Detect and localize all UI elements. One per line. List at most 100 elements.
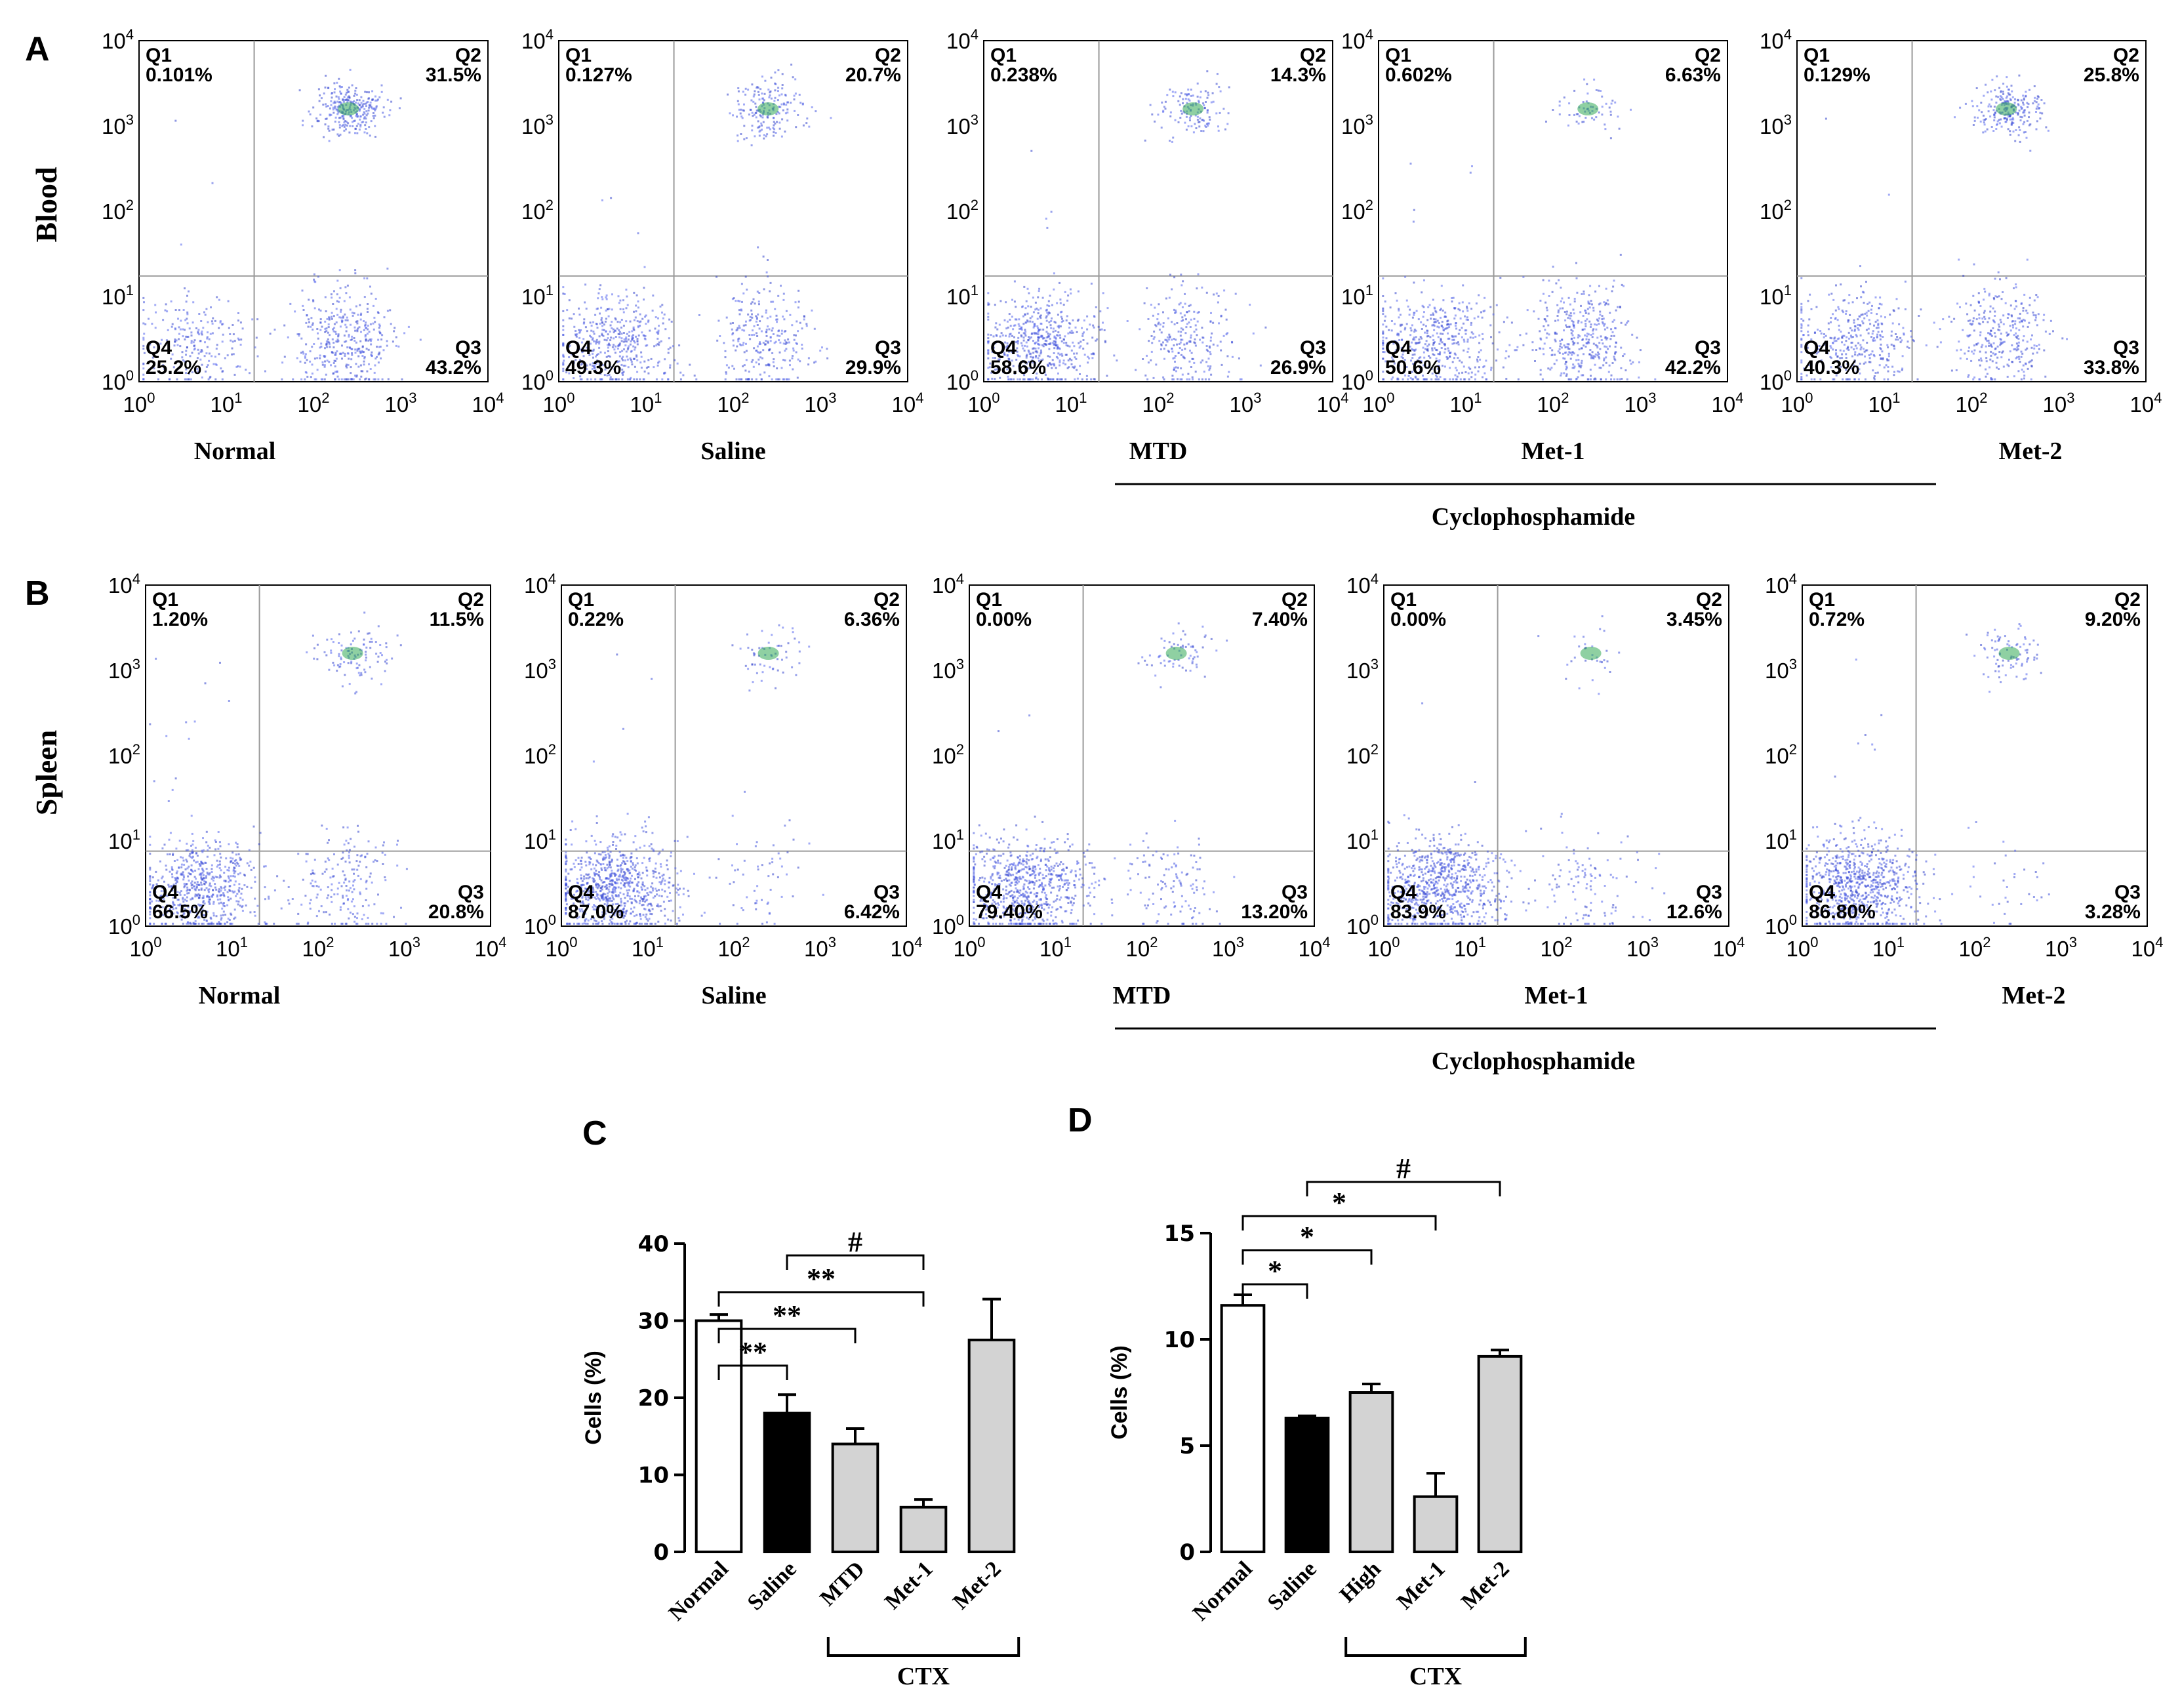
bar-met-1 bbox=[1413, 1495, 1459, 1554]
x-tick-label: 101 bbox=[1040, 934, 1072, 961]
quadrant-name-q4: Q4 bbox=[568, 882, 594, 903]
x-tick-label: 101 bbox=[1868, 390, 1901, 417]
y-tick-label: 5 bbox=[1179, 1433, 1195, 1459]
y-tick-label: 102 bbox=[1346, 741, 1379, 768]
significance-label: * bbox=[1332, 1187, 1346, 1219]
ctx-bracket bbox=[826, 1637, 1020, 1657]
panel-letter-d: D bbox=[1068, 1101, 1093, 1139]
significance-bracket: * bbox=[1241, 1221, 1373, 1265]
flow-density-core bbox=[1577, 102, 1599, 115]
y-tick-label: 102 bbox=[1765, 741, 1797, 768]
quadrant-name-q4: Q4 bbox=[152, 882, 178, 903]
quadrant-percent-q2: 6.36% bbox=[844, 609, 900, 630]
y-tick-label: 103 bbox=[521, 112, 554, 138]
flow-plot-name: Met-2 bbox=[2002, 982, 2065, 1009]
row-label-spleen: Spleen bbox=[30, 730, 63, 815]
quadrant-percent-q1: 0.602% bbox=[1385, 64, 1452, 86]
quadrant-name-q2: Q2 bbox=[1696, 589, 1722, 611]
quadrant-percent-q4: 79.40% bbox=[976, 901, 1043, 923]
category-label-saline: Saline bbox=[743, 1556, 801, 1615]
category-label-met-1: Met-1 bbox=[880, 1556, 938, 1614]
significance-bracket: * bbox=[1241, 1187, 1437, 1230]
quadrant-percent-q2: 25.8% bbox=[2084, 64, 2139, 86]
flow-events bbox=[562, 64, 832, 380]
x-tick-label: 100 bbox=[123, 390, 155, 417]
quadrant-percent-q1: 0.00% bbox=[976, 609, 1032, 630]
flow-events bbox=[987, 70, 1267, 380]
x-tick-label: 104 bbox=[475, 934, 507, 961]
significance-bracket: # bbox=[1306, 1152, 1501, 1196]
y-tick-label: 101 bbox=[108, 826, 140, 853]
x-tick-label: 102 bbox=[718, 934, 750, 961]
quadrant-name-q3: Q3 bbox=[1695, 337, 1721, 359]
flow-events bbox=[565, 624, 824, 925]
quadrant-percent-q4: 25.2% bbox=[146, 357, 201, 378]
flow-events bbox=[973, 622, 1236, 925]
flow-events bbox=[149, 611, 408, 925]
x-tick-label: 104 bbox=[2131, 934, 2164, 961]
quadrant-name-q4: Q4 bbox=[976, 882, 1002, 903]
flow-plot-name: MTD bbox=[1113, 982, 1171, 1009]
quadrant-name-q2: Q2 bbox=[1695, 45, 1721, 66]
flow-plot-name: Saline bbox=[700, 437, 765, 465]
x-tick-label: 100 bbox=[968, 390, 1000, 417]
y-tick-label: 103 bbox=[1346, 656, 1379, 683]
y-tick-label: 101 bbox=[932, 826, 964, 853]
quadrant-percent-q1: 0.127% bbox=[565, 64, 632, 86]
category-label-normal: Normal bbox=[1188, 1556, 1257, 1625]
quadrant-name-q2: Q2 bbox=[1300, 45, 1326, 66]
y-tick-label: 100 bbox=[1760, 367, 1792, 394]
x-tick-label: 103 bbox=[805, 390, 837, 417]
quadrant-percent-q3: 12.6% bbox=[1666, 901, 1722, 923]
significance-bracket: * bbox=[1241, 1255, 1308, 1299]
x-tick-label: 101 bbox=[216, 934, 248, 961]
category-label-mtd: MTD bbox=[815, 1556, 869, 1610]
y-tick-label: 101 bbox=[524, 826, 556, 853]
x-tick-label: 102 bbox=[1959, 934, 1991, 961]
quadrant-name-q3: Q3 bbox=[1300, 337, 1326, 359]
flow-events bbox=[1800, 74, 2068, 380]
quadrant-percent-q3: 33.8% bbox=[2084, 357, 2139, 378]
y-tick-label: 102 bbox=[946, 197, 979, 224]
quadrant-percent-q4: 58.6% bbox=[990, 357, 1046, 378]
quadrant-percent-q3: 6.42% bbox=[844, 901, 900, 923]
category-label-met-2: Met-2 bbox=[948, 1556, 1006, 1614]
quadrant-percent-q3: 3.28% bbox=[2085, 901, 2141, 923]
flow-frame bbox=[969, 584, 1315, 927]
y-tick-label: 10 bbox=[638, 1463, 669, 1489]
panel-letter-c: C bbox=[582, 1114, 607, 1152]
x-tick-label: 103 bbox=[1626, 934, 1659, 961]
y-tick-label: 104 bbox=[108, 571, 140, 598]
y-tick-label: 100 bbox=[1765, 912, 1797, 939]
x-tick-label: 104 bbox=[1713, 934, 1745, 961]
quadrant-name-q2: Q2 bbox=[874, 589, 900, 611]
category-label-high: High bbox=[1335, 1556, 1386, 1607]
quadrant-percent-q4: 50.6% bbox=[1385, 357, 1441, 378]
bar-chart-c: 0 10 20 30 40 Cells (%) Normal Saline MTD Met-1 Me… bbox=[581, 1226, 1020, 1690]
x-tick-label: 102 bbox=[717, 390, 750, 417]
quadrant-percent-q1: 0.101% bbox=[146, 64, 212, 86]
y-tick-label: 103 bbox=[524, 656, 556, 683]
flow-plots-blood: Q10.101%Q231.5%Q343.2%Q425.2%10010010110… bbox=[102, 26, 2162, 465]
y-tick-label: 15 bbox=[1164, 1221, 1195, 1247]
bar-normal bbox=[695, 1319, 743, 1553]
quadrant-name-q1: Q1 bbox=[1804, 45, 1830, 66]
quadrant-name-q4: Q4 bbox=[1809, 882, 1835, 903]
flow-events bbox=[1382, 78, 1657, 380]
flow-plot-name: Normal bbox=[194, 437, 276, 465]
quadrant-name-q4: Q4 bbox=[146, 337, 172, 359]
y-tick-label: 10 bbox=[1164, 1327, 1195, 1353]
y-axis-label: Cells (%) bbox=[1107, 1345, 1132, 1440]
y-tick-label: 100 bbox=[946, 367, 979, 394]
quadrant-percent-q3: 29.9% bbox=[845, 357, 901, 378]
x-tick-label: 103 bbox=[1625, 390, 1657, 417]
flow-frame bbox=[1378, 40, 1728, 382]
x-tick-label: 104 bbox=[472, 390, 504, 417]
quadrant-percent-q2: 31.5% bbox=[426, 64, 481, 86]
significance-label: # bbox=[1396, 1152, 1411, 1185]
bar-met-2 bbox=[1477, 1354, 1523, 1553]
